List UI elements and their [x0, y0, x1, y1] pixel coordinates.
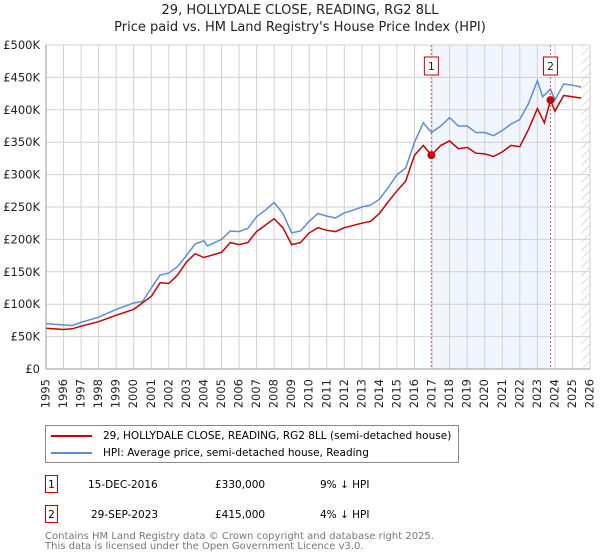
y-tick-label: £50K — [11, 330, 41, 344]
legend-label: 29, HOLLYDALE CLOSE, READING, RG2 8LL (s… — [103, 430, 452, 442]
y-tick-label: £100K — [3, 297, 40, 311]
transaction-badge: 2 — [45, 505, 58, 523]
y-tick-label: £500K — [3, 38, 40, 52]
x-tick-label: 2016 — [407, 379, 421, 408]
transaction-date: 15-DEC-2016 — [88, 479, 158, 491]
y-tick-label: £150K — [3, 265, 40, 279]
x-tick-label: 1999 — [109, 379, 123, 408]
x-tick-label: 2020 — [477, 379, 491, 408]
x-tick-label: 2002 — [161, 379, 175, 408]
legend-label: HPI: Average price, semi-detached house,… — [103, 447, 369, 459]
legend-swatch-blue — [51, 452, 92, 454]
footer-licence: This data is licensed under the Open Gov… — [45, 541, 364, 552]
transaction-hpi: 4% ↓ HPI — [320, 509, 370, 521]
y-tick-label: £450K — [3, 70, 40, 84]
x-tick-label: 2005 — [214, 379, 228, 408]
transaction-date: 29-SEP-2023 — [91, 509, 159, 521]
x-tick-label: 2000 — [126, 379, 140, 408]
transaction-badge: 1 — [45, 475, 58, 493]
x-tick-label: 2001 — [144, 379, 158, 408]
annotation-box — [543, 56, 559, 76]
chart-subtitle: Price paid vs. HM Land Registry's House … — [114, 20, 486, 35]
x-tick-label: 2025 — [565, 379, 579, 408]
x-tick-label: 1997 — [74, 379, 88, 408]
x-tick-label: 2003 — [179, 379, 193, 408]
y-tick-label: £250K — [3, 200, 40, 214]
x-tick-label: 2015 — [389, 379, 403, 408]
annotation-label: 1 — [428, 60, 435, 73]
x-tick-label: 2023 — [530, 379, 544, 408]
x-tick-label: 2004 — [196, 379, 210, 408]
x-tick-label: 2009 — [284, 379, 298, 408]
series-line — [45, 94, 582, 331]
x-tick-label: 2026 — [583, 379, 597, 408]
y-tick-label: £350K — [3, 135, 40, 149]
transaction-price: £415,000 — [215, 509, 266, 521]
x-tick-label: 2013 — [354, 379, 368, 408]
x-tick-label: 2021 — [495, 379, 509, 408]
legend: 29, HOLLYDALE CLOSE, READING, RG2 8LL (s… — [45, 425, 459, 463]
y-tick-label: £300K — [3, 168, 40, 182]
chart-title: 29, HOLLYDALE CLOSE, READING, RG2 8LL — [161, 3, 439, 18]
x-tick-label: 2010 — [302, 379, 316, 408]
x-tick-label: 1998 — [91, 379, 105, 408]
x-tick-label: 2006 — [232, 379, 246, 408]
x-tick-label: 2019 — [460, 379, 474, 408]
x-tick-label: 2012 — [337, 379, 351, 408]
y-tick-label: £400K — [3, 103, 40, 117]
x-tick-label: 2014 — [372, 379, 386, 408]
footer-copyright: Contains HM Land Registry data © Crown c… — [45, 531, 434, 542]
sale-point — [546, 96, 555, 105]
legend-item-hpi: HPI: Average price, semi-detached house,… — [51, 445, 369, 461]
x-tick-label: 2008 — [267, 379, 281, 408]
legend-item-property: 29, HOLLYDALE CLOSE, READING, RG2 8LL (s… — [51, 428, 451, 444]
y-tick-label: £0 — [25, 362, 40, 376]
x-tick-label: 2024 — [547, 379, 561, 408]
transaction-price: £330,000 — [215, 479, 266, 491]
x-tick-label: 1996 — [56, 379, 70, 408]
annotation-box — [423, 56, 439, 76]
annotation-label: 2 — [547, 60, 554, 73]
x-tick-label: 2018 — [442, 379, 456, 408]
x-tick-label: 2022 — [512, 379, 526, 408]
series-line — [45, 78, 582, 327]
x-tick-label: 2011 — [319, 379, 333, 408]
x-tick-label: 2007 — [249, 379, 263, 408]
transaction-hpi: 9% ↓ HPI — [320, 479, 370, 491]
x-tick-label: 2017 — [425, 379, 439, 408]
sale-point — [427, 151, 436, 160]
x-tick-label: 1995 — [39, 379, 53, 408]
legend-swatch-red — [51, 435, 92, 437]
y-tick-label: £200K — [3, 232, 40, 246]
